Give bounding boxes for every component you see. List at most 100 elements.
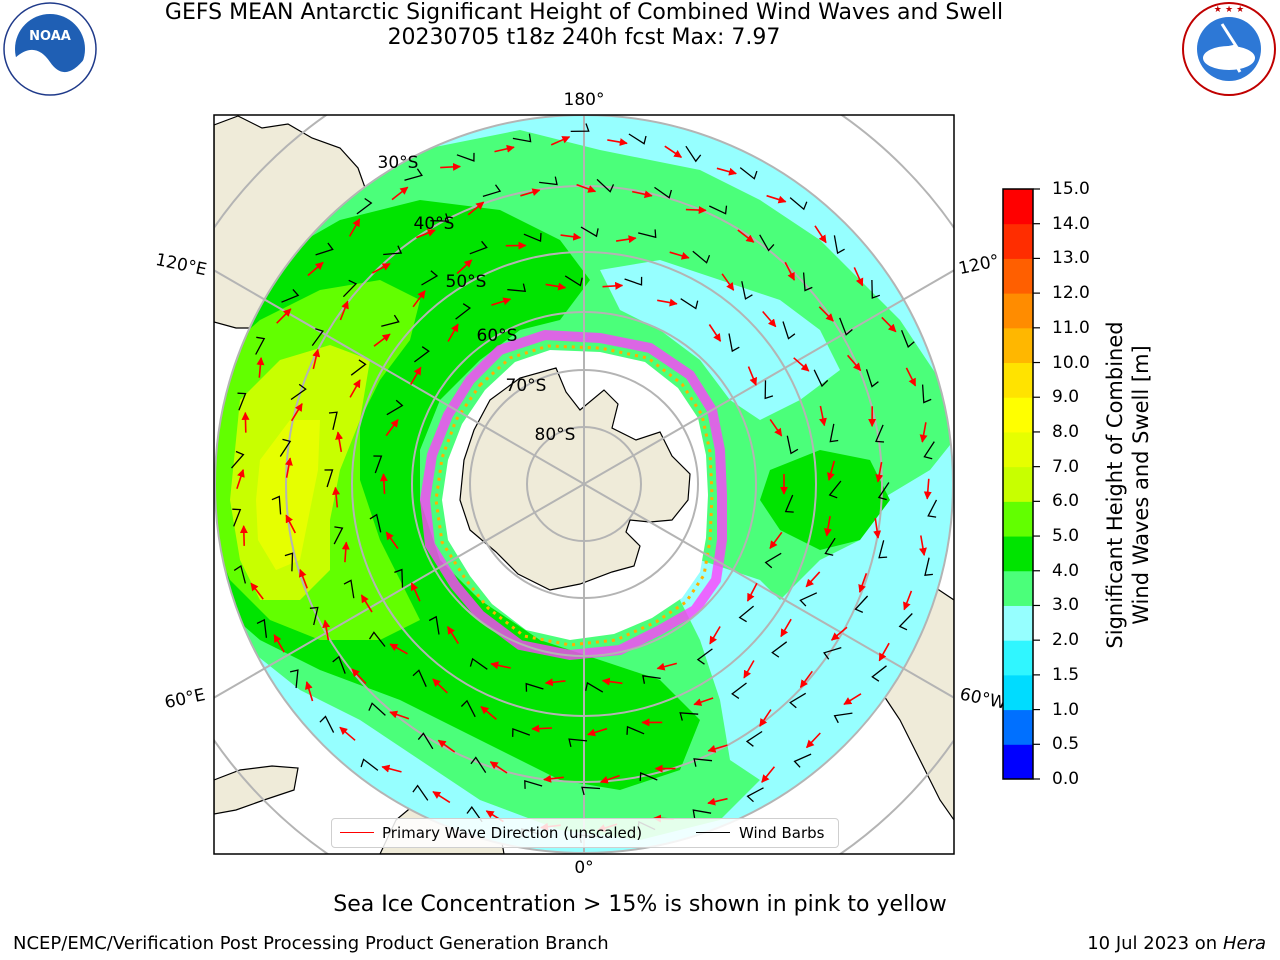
wind-barb bbox=[833, 235, 845, 255]
wind-barb bbox=[585, 681, 604, 693]
wave-direction-arrow bbox=[599, 774, 620, 784]
wind-barb bbox=[381, 314, 400, 327]
wind-barb bbox=[319, 715, 335, 733]
wind-barb bbox=[455, 303, 472, 320]
wind-barb bbox=[771, 641, 788, 658]
colorbar-segment bbox=[1003, 466, 1033, 502]
wind-barb bbox=[523, 233, 542, 243]
wave-direction-arrow bbox=[440, 162, 461, 171]
wave-direction-arrow bbox=[544, 678, 566, 687]
wind-barb bbox=[813, 369, 829, 388]
wave-direction-arrow bbox=[602, 281, 624, 290]
wind-barb bbox=[877, 482, 890, 501]
wave-direction-arrow bbox=[721, 273, 735, 291]
colorbar-tick-label: 2.0 bbox=[1052, 630, 1080, 651]
wave-direction-arrow bbox=[489, 761, 508, 774]
wind-barb bbox=[923, 441, 935, 460]
wind-barb bbox=[332, 655, 346, 674]
colorbar-tick-label: 14.0 bbox=[1052, 213, 1090, 234]
wave-direction-arrow bbox=[762, 310, 777, 328]
wind-barb bbox=[764, 380, 774, 400]
lon-label-bottom: 0° bbox=[574, 858, 593, 878]
wind-barb bbox=[386, 399, 404, 416]
wind-barb bbox=[456, 152, 475, 162]
wind-barb bbox=[428, 615, 440, 635]
wind-barb bbox=[430, 213, 450, 222]
wave-direction-arrow bbox=[737, 229, 755, 243]
wave-direction-arrow bbox=[550, 136, 571, 146]
wave-direction-arrow bbox=[276, 308, 292, 324]
wave-direction-arrow bbox=[545, 282, 567, 291]
legend: Primary Wave Direction (unscaled) Wind B… bbox=[331, 818, 839, 848]
map-frame bbox=[213, 114, 955, 855]
wind-barb bbox=[692, 809, 712, 819]
wave-direction-arrow bbox=[903, 590, 913, 611]
wind-barb bbox=[824, 537, 836, 556]
wave-direction-arrow bbox=[615, 235, 637, 244]
lon-label-lower-left: 60°E bbox=[163, 685, 207, 713]
colorbar-segment bbox=[1003, 536, 1033, 572]
wind-barb bbox=[709, 205, 728, 215]
wind-barb bbox=[784, 494, 794, 513]
wind-barb bbox=[829, 423, 839, 443]
wave-direction-arrow bbox=[747, 366, 758, 386]
wave-direction-arrow bbox=[349, 379, 361, 398]
wave-direction-arrow bbox=[858, 573, 868, 593]
colorbar-segment bbox=[1003, 674, 1033, 711]
wind-barb bbox=[799, 592, 818, 607]
wind-barb bbox=[786, 435, 799, 455]
wave-direction-arrow bbox=[410, 582, 421, 602]
wind-barb bbox=[900, 329, 915, 348]
wind-barb bbox=[793, 753, 812, 768]
wind-barb bbox=[539, 176, 558, 186]
wind-barb bbox=[731, 682, 747, 699]
colorbar-segment bbox=[1003, 362, 1033, 398]
wave-direction-arrow bbox=[709, 626, 721, 645]
wind-barb bbox=[350, 359, 367, 376]
nws-logo: ★ ★ ★ bbox=[1182, 2, 1276, 96]
colorbar-tick-label: 6.0 bbox=[1052, 491, 1080, 512]
wave-direction-arrow bbox=[853, 267, 864, 287]
wave-direction-arrow bbox=[467, 201, 485, 216]
wind-barb bbox=[921, 384, 932, 404]
wave-direction-arrow bbox=[793, 357, 810, 372]
wave-direction-arrow bbox=[385, 531, 399, 549]
wind-barb bbox=[782, 321, 796, 340]
wave-direction-arrow bbox=[656, 662, 678, 671]
wind-barb bbox=[628, 133, 647, 145]
legend-wave-swatch bbox=[340, 832, 374, 833]
lat-label-50s: 50°S bbox=[446, 272, 487, 292]
lon-label-lower-right: 60°W bbox=[958, 684, 1008, 713]
wave-direction-arrow bbox=[543, 774, 564, 783]
wave-direction-arrow bbox=[769, 418, 783, 437]
wind-barb bbox=[360, 758, 379, 771]
wind-barb bbox=[289, 669, 299, 689]
wave-direction-arrows bbox=[236, 136, 932, 832]
lon-label-top: 180° bbox=[564, 90, 605, 110]
wave-direction-arrow bbox=[304, 681, 314, 702]
wave-direction-arrow bbox=[391, 186, 409, 201]
wave-direction-arrow bbox=[351, 668, 367, 685]
colorbar-tick-label: 7.0 bbox=[1052, 456, 1080, 477]
colorbar-segment bbox=[1003, 223, 1033, 259]
wave-direction-arrow bbox=[923, 478, 932, 500]
wind-barb bbox=[639, 771, 658, 781]
wind-barb bbox=[460, 699, 476, 718]
wind-barb bbox=[466, 805, 483, 823]
wind-barb bbox=[626, 725, 645, 735]
wind-barb bbox=[231, 450, 245, 469]
colorbar-segment bbox=[1003, 709, 1033, 745]
wind-barb bbox=[685, 145, 702, 163]
wind-barb bbox=[580, 226, 599, 238]
wind-barb bbox=[412, 784, 429, 801]
wind-barb bbox=[927, 499, 938, 518]
lat-label-30s: 30°S bbox=[378, 153, 419, 173]
wave-direction-arrow bbox=[846, 354, 862, 372]
wave-direction-arrow bbox=[587, 727, 608, 737]
wind-barb bbox=[284, 552, 294, 572]
wind-barb bbox=[328, 411, 338, 430]
wind-barb bbox=[738, 605, 755, 623]
colorbar-segment bbox=[1003, 501, 1033, 537]
lon-label-upper-right: 120° bbox=[957, 251, 1001, 279]
wind-barb bbox=[311, 328, 324, 346]
